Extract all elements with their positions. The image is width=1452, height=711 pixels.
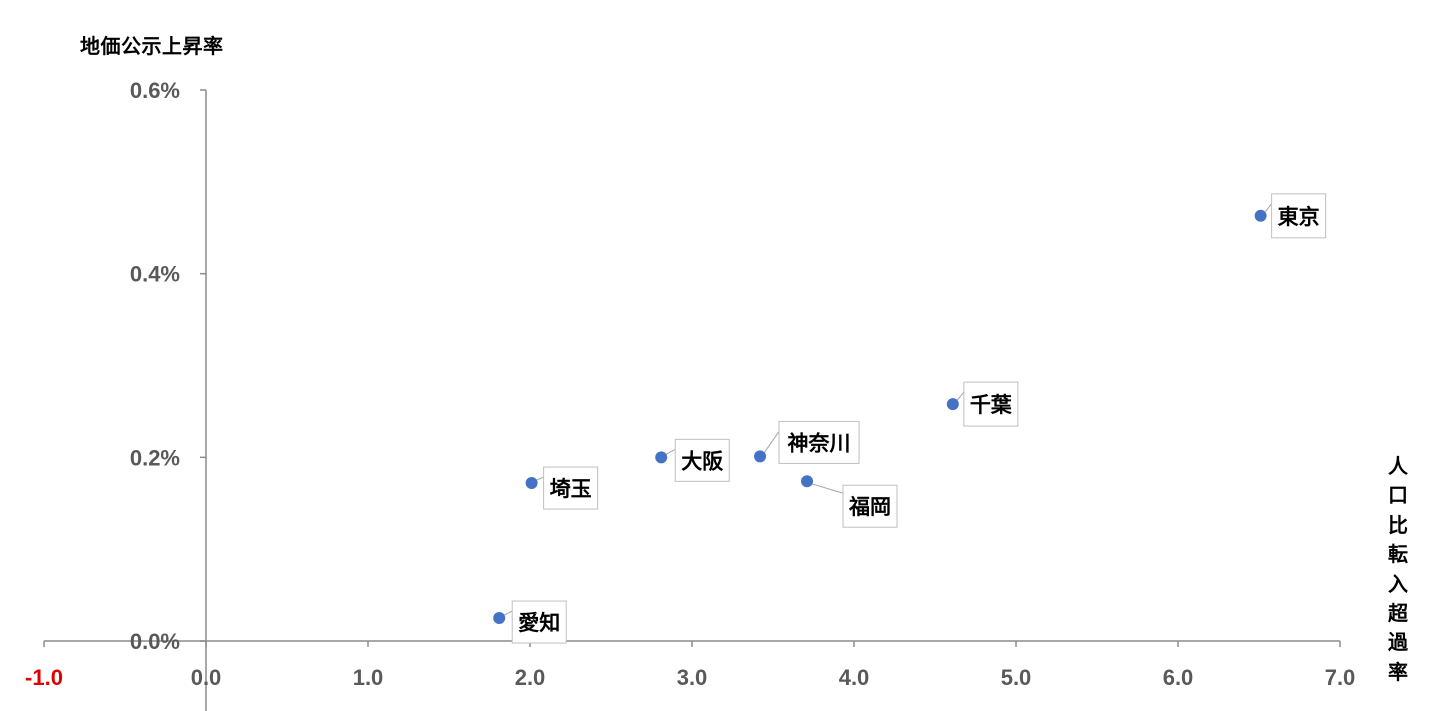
data-label-box: [778, 420, 860, 464]
data-point: [801, 475, 814, 488]
leader-line: [762, 431, 780, 455]
data-label-box: [842, 484, 898, 528]
data-point: [946, 398, 959, 411]
data-point: [754, 450, 767, 463]
x-tick-label: 7.0: [1325, 665, 1356, 690]
data-label: 東京: [1278, 205, 1320, 229]
data-label: 千葉: [970, 394, 1013, 417]
data-label: 埼玉: [550, 478, 592, 501]
y-tick-label: 0.2%: [130, 445, 180, 470]
data-label-box: [674, 438, 730, 482]
y-tick-label: 0.6%: [130, 78, 180, 103]
x-tick-label: 6.0: [1163, 665, 1194, 690]
y-tick-label: 0.0%: [130, 629, 180, 654]
x-tick-label: 5.0: [1001, 665, 1032, 690]
data-label: 大阪: [681, 450, 724, 473]
data-label-box: [963, 381, 1019, 427]
data-point: [655, 451, 668, 464]
x-tick-label: 0.0: [191, 665, 222, 690]
x-axis-title: 人口比転入超過率: [1388, 454, 1408, 684]
data-label-box: [1271, 193, 1327, 239]
data-label-box: [511, 600, 567, 644]
data-label: 福岡: [848, 496, 891, 519]
data-label: 神奈川: [788, 431, 851, 455]
data-point: [493, 612, 506, 625]
x-tick-label: 4.0: [839, 665, 870, 690]
data-point: [1254, 209, 1267, 222]
y-axis-title: 地価公示上昇率: [80, 34, 224, 58]
x-tick-label: 2.0: [515, 665, 546, 690]
x-tick-label: -1.0: [25, 665, 63, 690]
x-tick-label: 3.0: [677, 665, 708, 690]
x-tick-label: 1.0: [353, 665, 384, 690]
data-point: [525, 477, 538, 490]
data-label-box: [543, 466, 599, 510]
leader-line: [809, 482, 844, 494]
data-label: 愛知: [518, 611, 560, 635]
y-tick-label: 0.4%: [130, 262, 180, 287]
